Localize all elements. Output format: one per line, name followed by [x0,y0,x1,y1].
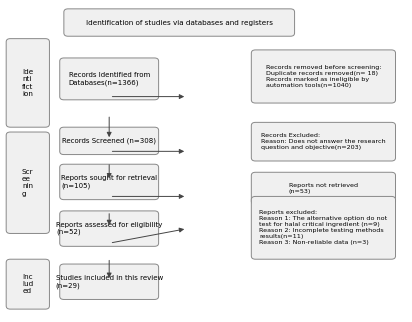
Text: Reports sought for retrieval
(n=105): Reports sought for retrieval (n=105) [61,175,157,189]
Text: Reports excluded:
Reason 1: The alternative option do not
test for halal critica: Reports excluded: Reason 1: The alternat… [260,210,387,245]
FancyBboxPatch shape [60,211,159,246]
Text: Identification of studies via databases and registers: Identification of studies via databases … [86,20,273,25]
Text: Reports assessed for eligibility
(n=52): Reports assessed for eligibility (n=52) [56,222,162,235]
FancyBboxPatch shape [60,264,159,299]
FancyBboxPatch shape [60,127,159,155]
FancyBboxPatch shape [6,39,49,127]
FancyBboxPatch shape [64,9,295,36]
FancyBboxPatch shape [251,172,396,204]
Text: Records Screened (n=308): Records Screened (n=308) [62,137,156,144]
FancyBboxPatch shape [6,132,49,233]
Text: Ide
nti
fict
ion: Ide nti fict ion [22,69,33,97]
Text: Studies included in this review
(n=29): Studies included in this review (n=29) [56,275,163,289]
FancyBboxPatch shape [60,58,159,100]
FancyBboxPatch shape [251,196,396,259]
Text: Reports not retrieved
(n=53): Reports not retrieved (n=53) [289,183,358,194]
Text: Records Identified from
Databases(n=1366): Records Identified from Databases(n=1366… [68,72,150,86]
Text: Records Excluded:
Reason: Does not answer the research
question and objective(n=: Records Excluded: Reason: Does not answe… [261,133,386,150]
Text: Records removed before screening:
Duplicate records removed(n= 18)
Records marke: Records removed before screening: Duplic… [266,65,381,88]
FancyBboxPatch shape [251,50,396,103]
FancyBboxPatch shape [60,164,159,200]
Text: Scr
ee
nin
g: Scr ee nin g [22,169,34,197]
FancyBboxPatch shape [6,259,49,309]
FancyBboxPatch shape [251,122,396,161]
Text: Inc
lud
ed: Inc lud ed [22,274,33,294]
